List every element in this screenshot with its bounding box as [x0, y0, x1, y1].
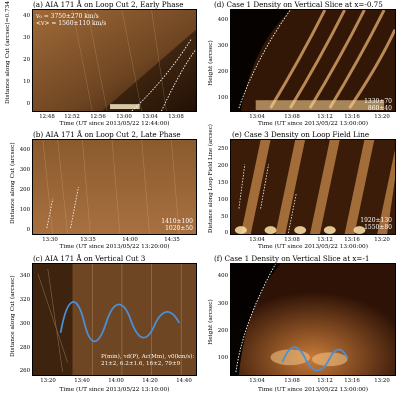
panel-f-xtick: 13:16 — [344, 378, 360, 384]
panel-c-xtick: 14:40 — [176, 378, 192, 384]
panel-a-xtick: 13:04 — [142, 114, 158, 120]
panel-b-ytick: 200 — [19, 187, 30, 193]
panel-b-xtick: 14:00 — [122, 237, 138, 243]
panel-c-xtick: 13:20 — [40, 378, 56, 384]
panel-f-ytick: 100 — [217, 355, 228, 361]
panel-d-annotation-2: 860±40 — [367, 105, 392, 112]
panel-a-annotation-1: v₀ = 3750±270 km/s — [36, 13, 99, 20]
panel-f-image — [230, 263, 396, 376]
panel-d-title: (d) Case 1 Density on Vertical Slice at … — [214, 0, 383, 9]
panel-a-xlabel: Time (UT since 2013/05/22 12:44:00) — [59, 121, 170, 127]
panel-e-xtick: 13:20 — [374, 237, 390, 243]
panel-e-title: (e) Case 3 Density on Loop Field Line — [232, 130, 370, 139]
panel-c-ytick: 280 — [19, 345, 30, 351]
panel-f-xtick: 13:12 — [317, 378, 333, 384]
panel-e-annotation-2: 1550±80 — [364, 224, 392, 231]
panel-d-xtick: 13:16 — [344, 114, 360, 120]
panel-a-ytick: 40 — [23, 13, 30, 19]
panel-d-ytick: 200 — [217, 69, 228, 75]
panel-f-ytick: 200 — [217, 328, 228, 334]
panel-d-xtick: 13:04 — [249, 114, 265, 120]
panel-d-ytick: 400 — [217, 17, 228, 23]
panel-b-ytick: 400 — [19, 147, 30, 153]
panel-a-ytick: 30 — [23, 35, 30, 41]
panel-a-annotation-2: <v> = 1560±110 km/s — [36, 20, 107, 27]
panel-b-ytick: 300 — [19, 167, 30, 173]
panel-e-ytick: 100 — [217, 197, 228, 203]
panel-d-ytick: 100 — [217, 95, 228, 101]
panel-b-xlabel: Time (UT since 2013/05/22 13:20:00) — [59, 244, 170, 250]
panel-a-ytick: 10 — [23, 79, 30, 85]
panel-e-xtick: 13:16 — [344, 237, 360, 243]
panel-e-ytick: 50 — [221, 214, 228, 220]
panel-c-ytick: 340 — [19, 273, 30, 279]
panel-d-ytick: 300 — [217, 43, 228, 49]
panel-d-annotation-1: 1330±70 — [364, 98, 392, 105]
panel-a-title: (a) AIA 171 Å on Loop Cut 2, Early Phase — [33, 0, 184, 9]
panel-c-xtick: 13:40 — [74, 378, 90, 384]
panel-c-annotation-1: P(min), τd(P), Ac(Mm), v0(km/s): — [101, 354, 195, 360]
panel-f-ytick: 300 — [217, 301, 228, 307]
panel-a-xtick: 13:00 — [116, 114, 132, 120]
panel-c-image: P(min), τd(P), Ac(Mm), v0(km/s): 21±2, 6… — [32, 263, 197, 376]
panel-b-ytick: 0 — [26, 227, 30, 233]
panel-a-xtick: 12:52 — [64, 114, 80, 120]
panel-d-xlabel: Time (UT since 2013/05/22 13:00:00) — [258, 121, 368, 127]
panel-e-xtick: 13:04 — [249, 237, 265, 243]
panel-b-xtick: 14:35 — [164, 237, 180, 243]
panel-a-ylabel: Distance along Cut (arcsec)=0.734 Mm) — [5, 0, 11, 104]
panel-e-ytick: 250 — [217, 146, 228, 152]
panel-e-xtick: 13:12 — [317, 237, 333, 243]
panel-c-xtick: 14:20 — [142, 378, 158, 384]
panel-a-ytick: 20 — [23, 57, 30, 63]
panel-a-xtick: 12:56 — [90, 114, 106, 120]
panel-a-ytick: 0 — [26, 101, 30, 107]
panel-b-image: 1410±100 1020±50 — [32, 139, 197, 235]
panel-f-xlabel: Time (UT since 2013/05/22 13:00:00) — [258, 387, 368, 393]
panel-f-xtick: 13:04 — [249, 378, 265, 384]
panel-c-ytick: 300 — [19, 321, 30, 327]
panel-b-title: (b) AIA 171 Å on Loop Cut 2, Late Phase — [33, 130, 181, 139]
panel-f-xtick: 13:20 — [374, 378, 390, 384]
panel-b-xtick: 13:35 — [80, 237, 96, 243]
panel-a-xtick: 13:08 — [168, 114, 184, 120]
panel-b-annotation-2: 1020±50 — [165, 225, 193, 232]
panel-b-annotation-1: 1410±100 — [161, 218, 193, 225]
panel-c-ytick: 260 — [19, 368, 30, 374]
panel-b-xtick: 13:30 — [42, 237, 58, 243]
panel-d-xtick: 13:08 — [284, 114, 300, 120]
panel-c-xtick: 14:00 — [108, 378, 124, 384]
panel-a-xtick: 12:48 — [39, 114, 55, 120]
panel-d-xtick: 13:20 — [374, 114, 390, 120]
panel-f-title: (f) Case 1 Density on Vertical Slice at … — [214, 254, 370, 263]
panel-b-ytick: 100 — [19, 207, 30, 213]
panel-e-ytick: 0 — [224, 230, 228, 236]
panel-d-image: 1330±70 860±40 — [230, 9, 396, 112]
panel-e-image: 1920±130 1550±80 — [230, 139, 396, 235]
panel-c-title: (c) AIA 171 Å on Vertical Cut 3 — [33, 254, 146, 263]
panel-f-ytick: 400 — [217, 273, 228, 279]
panel-a-image: v₀ = 3750±270 km/s <v> = 1560±110 km/s — [32, 9, 197, 112]
panel-e-xtick: 13:08 — [284, 237, 300, 243]
panel-e-ytick: 150 — [217, 180, 228, 186]
panel-f-xtick: 13:08 — [284, 378, 300, 384]
panel-e-ytick: 200 — [217, 163, 228, 169]
panel-c-annotation-2: 21±2, 6.2±1.6, 16±2, 79±9 — [101, 361, 181, 367]
panel-c-ytick: 320 — [19, 297, 30, 303]
panel-d-xtick: 13:12 — [317, 114, 333, 120]
panel-e-xlabel: Time (UT since 2013/05/22 13:00:00) — [258, 244, 368, 250]
panel-c-xlabel: Time (UT since 2013/05/22 13:10:00) — [59, 387, 170, 393]
panel-e-annotation-1: 1920±130 — [360, 217, 392, 224]
